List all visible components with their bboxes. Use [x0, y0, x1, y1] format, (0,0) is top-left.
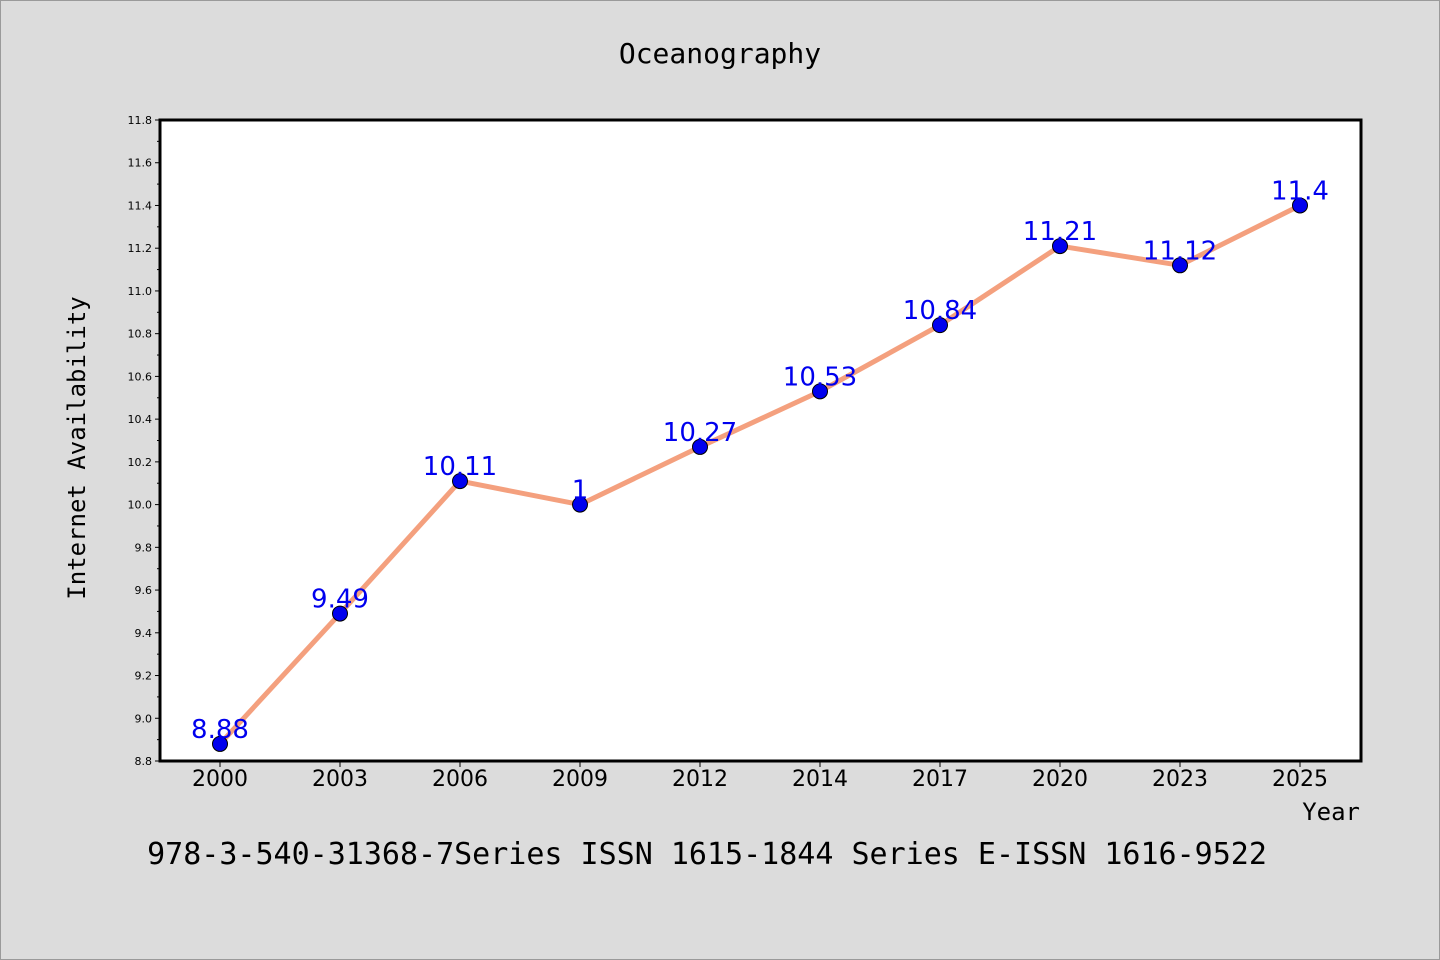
footer-text: 978-3-540-31368-7Series ISSN 1615-1844 S…: [147, 837, 1267, 872]
y-tick-label: 10.0: [128, 499, 153, 512]
data-point-marker: [932, 317, 948, 334]
y-tick-label: 8.8: [135, 755, 153, 768]
data-label: 9.49: [311, 585, 369, 615]
y-tick-label: 11.2: [128, 242, 153, 255]
x-tick-label: 2000: [192, 767, 248, 792]
chart-title: Oceanography: [619, 37, 821, 70]
series-line: [217, 202, 1303, 747]
series-group: 8.88 9.49 10.11 1 10.27 10.53 10.84 11.21 11.12 1…: [191, 176, 1329, 752]
y-tick-label: 10.4: [128, 413, 153, 426]
y-tick-label: 10.2: [128, 456, 153, 469]
y-axis-label: Internet Availability: [63, 296, 91, 599]
x-tick-label: 2014: [792, 767, 848, 792]
data-label: 11.12: [1143, 236, 1217, 266]
data-point-marker: [332, 605, 348, 622]
x-tick-label: 2003: [312, 767, 368, 792]
data-point-marker: [692, 438, 708, 455]
data-point-marker: [1172, 257, 1188, 274]
data-label: 1: [572, 476, 589, 506]
data-point-marker: [452, 473, 468, 490]
data-point-marker: [212, 735, 228, 752]
y-tick-label: 9.6: [135, 584, 153, 597]
data-point-marker: [812, 383, 828, 400]
data-label: 11.21: [1023, 217, 1097, 247]
x-tick-label: 2020: [1032, 767, 1088, 792]
x-axis: 2000 2003 2006 2009 2012 2014 2017 2020 2023 2025: [192, 761, 1328, 792]
x-tick-label: 2006: [432, 767, 488, 792]
plot-area: [158, 118, 1363, 763]
x-tick-label: 2023: [1152, 767, 1208, 792]
x-tick-label: 2009: [552, 767, 608, 792]
y-axis: 8.8 9.0 9.2 9.4 9.6 9.8 10.0 10.2 10.4 10.6 10.8 11…: [128, 114, 160, 768]
x-tick-label: 2025: [1272, 767, 1328, 792]
data-label: 11.4: [1271, 176, 1329, 206]
data-point-marker: [1052, 238, 1068, 255]
data-point-marker: [572, 496, 588, 513]
y-tick-label: 9.4: [135, 627, 153, 640]
data-point-marker: [1292, 197, 1308, 214]
y-tick-label: 10.8: [128, 328, 153, 341]
y-tick-label: 9.0: [135, 712, 153, 725]
data-label: 10.11: [423, 452, 497, 482]
y-tick-label: 11.4: [128, 199, 153, 212]
data-label: 10.84: [903, 296, 977, 326]
y-tick-label: 9.8: [135, 541, 153, 554]
y-tick-label: 11.6: [128, 157, 153, 170]
y-tick-label: 9.2: [135, 670, 153, 683]
x-axis-label: Year: [1302, 798, 1360, 826]
data-label: 8.88: [191, 715, 249, 745]
x-tick-label: 2017: [912, 767, 968, 792]
y-tick-label: 11.0: [128, 285, 153, 298]
x-tick-label: 2012: [672, 767, 728, 792]
data-label: 10.53: [783, 362, 857, 392]
y-tick-label: 11.8: [128, 114, 153, 127]
y-tick-label: 10.6: [128, 370, 153, 383]
data-label: 10.27: [663, 418, 737, 448]
